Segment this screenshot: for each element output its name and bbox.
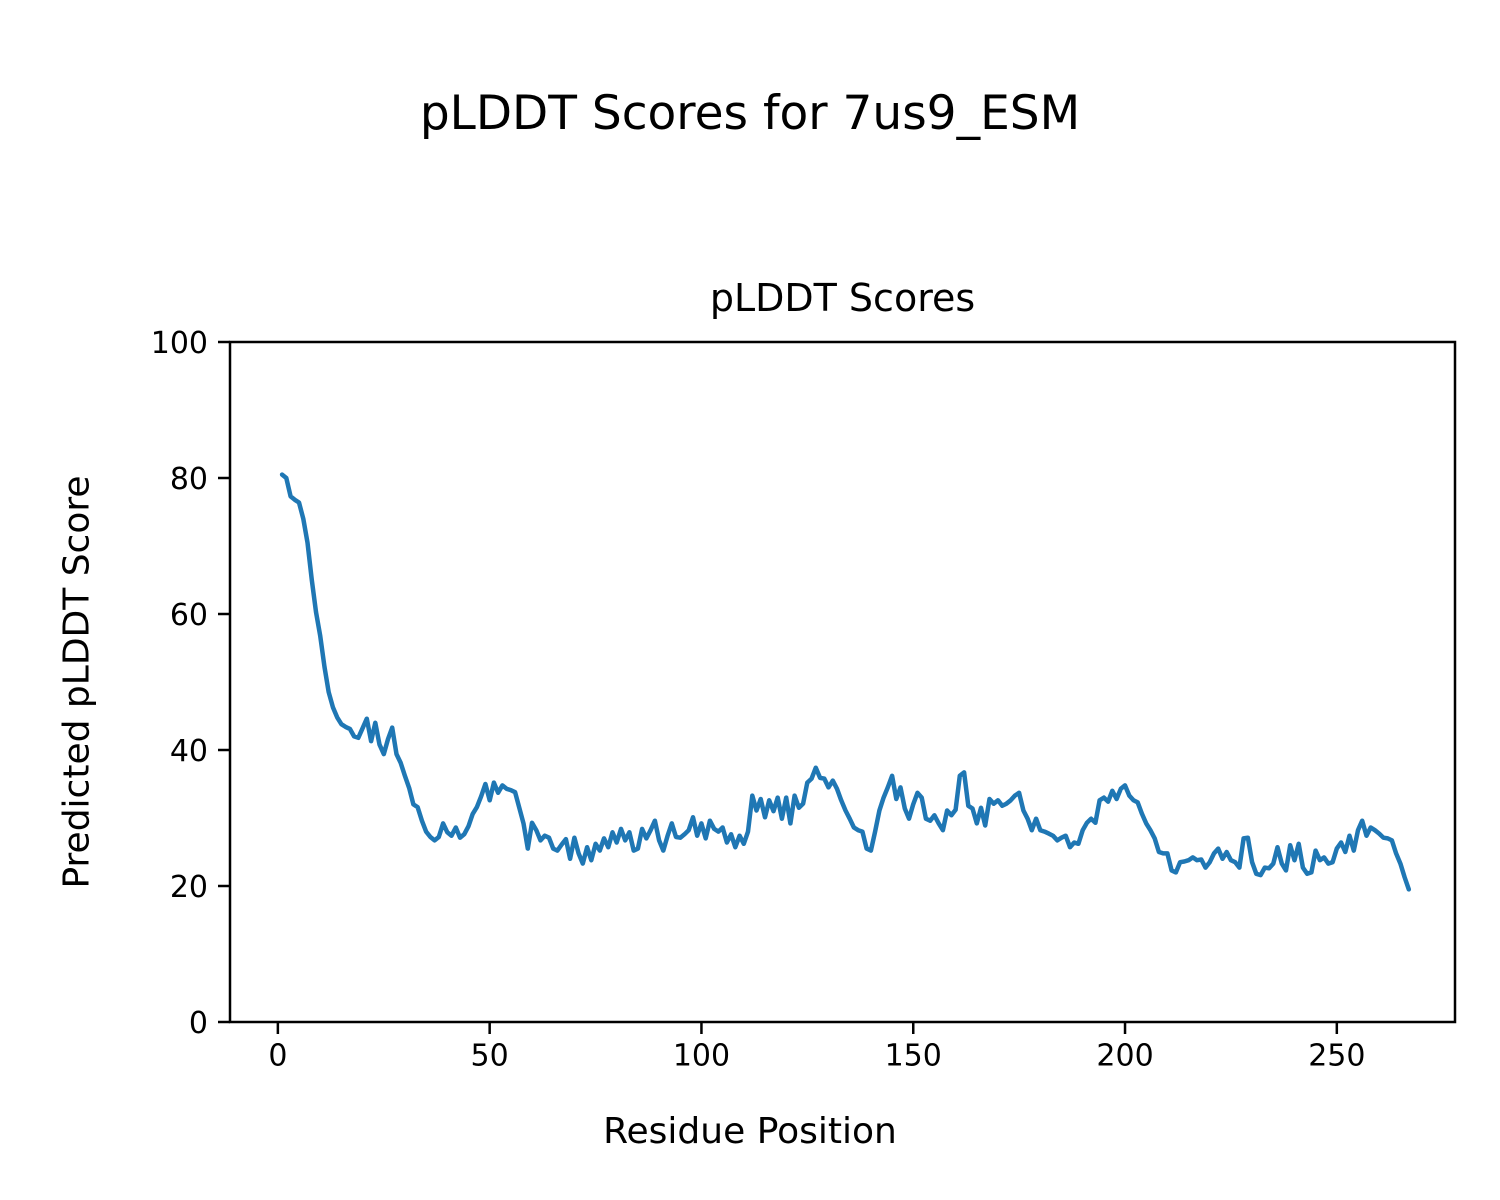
figure-suptitle: pLDDT Scores for 7us9_ESM [419,86,1081,141]
y-tick-label: 100 [151,326,208,361]
x-tick-label: 250 [1308,1039,1365,1074]
x-tick-label: 100 [673,1039,730,1074]
x-tick-label: 200 [1096,1039,1153,1074]
y-tick-label: 20 [170,870,208,905]
y-tick-label: 80 [170,462,208,497]
y-tick-label: 60 [170,598,208,633]
plddt-line [279,472,1412,892]
y-tick-label: 0 [189,1006,208,1041]
x-tick-label: 50 [471,1039,509,1074]
x-tick-label: 0 [268,1039,287,1074]
x-axis-label: Residue Position [603,1111,897,1152]
axes-frame [228,340,1457,1024]
x-tick-label: 150 [885,1039,942,1074]
y-tick-label: 40 [170,734,208,769]
axes-title: pLDDT Scores [709,276,976,320]
